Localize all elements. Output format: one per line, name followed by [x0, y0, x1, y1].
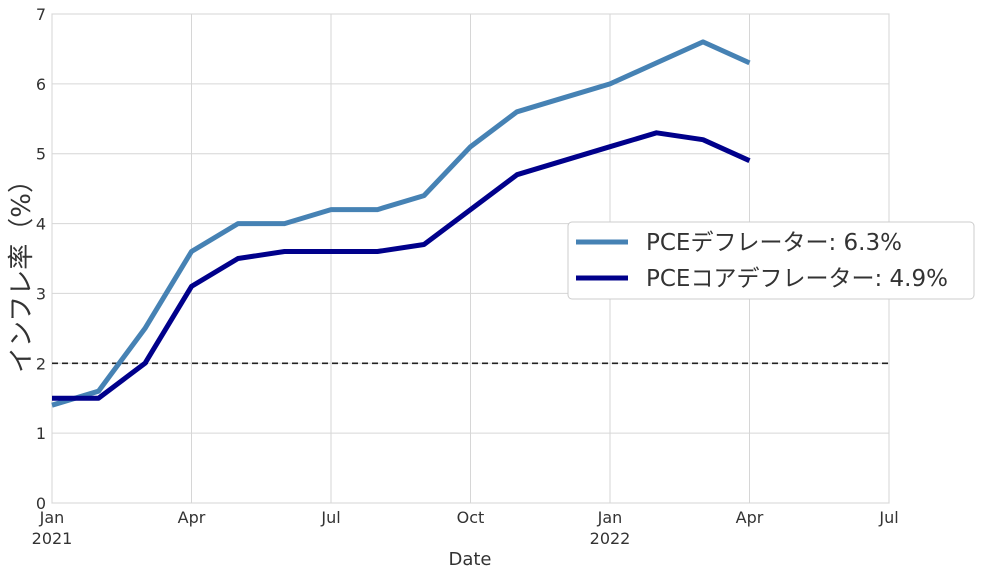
- legend-label-2: PCEコアデフレーター: 4.9%: [646, 266, 948, 292]
- series-line-2: [52, 130, 751, 401]
- x-tick-label: Jul: [878, 508, 898, 527]
- y-tick-labels: 0 1 2 3 4 5 6 7: [36, 5, 46, 513]
- y-tick-label: 3: [36, 284, 46, 303]
- y-tick-label: 7: [36, 5, 46, 24]
- y-axis-title: インフレ率（%）: [7, 167, 37, 373]
- legend: PCEデフレーター: 6.3% PCEコアデフレーター: 4.9%: [567, 221, 975, 300]
- legend-label-1: PCEデフレーター: 6.3%: [646, 230, 902, 256]
- x-tick-label: Jan: [597, 508, 623, 527]
- y-tick-label: 4: [36, 215, 46, 234]
- x-tick-label: Apr: [178, 508, 206, 527]
- y-tick-label: 1: [36, 424, 46, 443]
- y-tick-label: 5: [36, 145, 46, 164]
- x-tick-label: Apr: [736, 508, 764, 527]
- y-tick-label: 6: [36, 75, 46, 94]
- x-tick-label: Jul: [320, 508, 340, 527]
- x-axis-title: Date: [448, 549, 491, 570]
- y-tick-label: 0: [36, 494, 46, 513]
- series-line-1: [51, 39, 751, 408]
- x-tick-label: Jan: [39, 508, 65, 527]
- x-tick-labels: Jan 2021 Apr Jul Oct Jan 2022 Apr Jul: [32, 508, 899, 548]
- grid-lines: [51, 13, 890, 504]
- x-tick-label: Oct: [457, 508, 485, 527]
- series-lines: [51, 39, 751, 408]
- x-tick-year-label: 2022: [590, 529, 631, 548]
- legend-box: [567, 221, 975, 300]
- y-tick-label: 2: [36, 354, 46, 373]
- x-tick-year-label: 2021: [32, 529, 73, 548]
